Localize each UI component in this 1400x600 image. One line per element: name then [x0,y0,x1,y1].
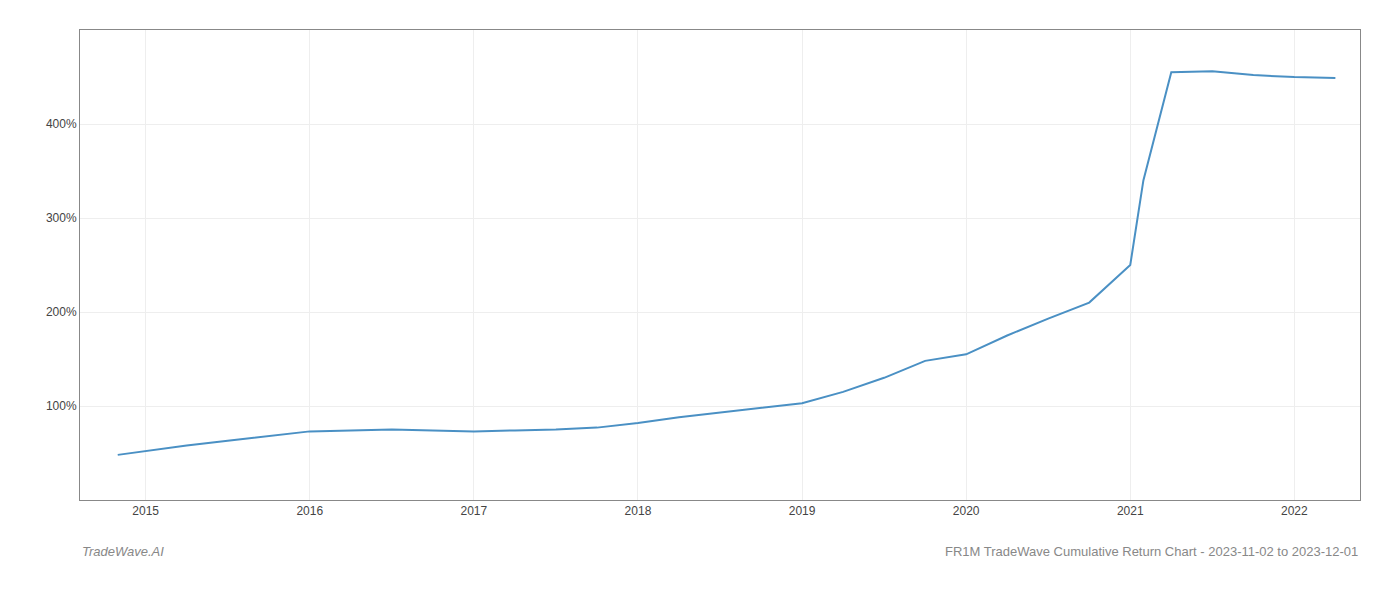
svg-text:FR1M TradeWave Cumulative Retu: FR1M TradeWave Cumulative Return Chart -… [945,544,1358,559]
svg-text:2020: 2020 [953,504,980,518]
svg-text:2021: 2021 [1117,504,1144,518]
svg-text:100%: 100% [46,399,77,413]
svg-text:300%: 300% [46,211,77,225]
svg-text:TradeWave.AI: TradeWave.AI [82,544,164,559]
svg-text:400%: 400% [46,117,77,131]
svg-text:200%: 200% [46,305,77,319]
svg-text:2022: 2022 [1281,504,1308,518]
svg-text:2017: 2017 [460,504,487,518]
svg-text:2019: 2019 [789,504,816,518]
svg-text:2018: 2018 [625,504,652,518]
svg-text:2016: 2016 [296,504,323,518]
svg-text:2015: 2015 [132,504,159,518]
